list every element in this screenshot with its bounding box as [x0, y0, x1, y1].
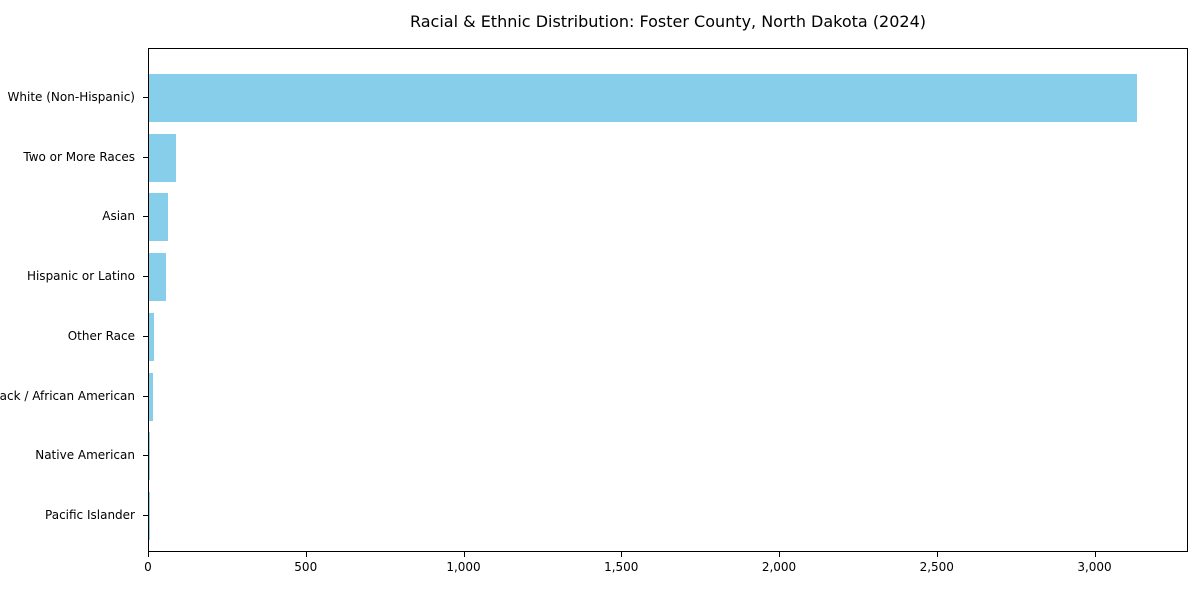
x-axis: 0 500 1,000 1,500 2,000 2,500 3,000	[144, 552, 1188, 582]
x-tick-mark	[936, 552, 938, 557]
y-tick-mark	[143, 455, 148, 457]
y-tick-mark	[143, 216, 148, 218]
x-tick-mark	[463, 552, 465, 557]
x-tick-label-2500: 2,500	[919, 560, 954, 574]
y-tick-label-asian: Asian	[102, 209, 135, 224]
bar-asian	[149, 193, 168, 242]
y-tick-mark	[143, 96, 148, 98]
x-tick-mark	[148, 552, 149, 557]
y-tick-mark	[143, 395, 148, 397]
x-tick-label-1500: 1,500	[604, 560, 639, 574]
y-tick-mark	[143, 335, 148, 337]
x-tick-label-500: 500	[294, 560, 318, 574]
x-tick-mark	[779, 552, 780, 557]
x-tick-label-2000: 2,000	[761, 560, 797, 574]
x-tick-mark	[621, 552, 623, 557]
x-tick-label-3000: 3,000	[1077, 560, 1112, 574]
bar-two-or-more-races	[149, 133, 176, 182]
y-tick-label-white-non-hispanic: White (Non-Hispanic)	[7, 89, 135, 104]
y-tick-label-black-african-american: Black / African American	[0, 388, 135, 403]
bar-white-non-hispanic	[149, 73, 1137, 122]
y-tick-mark	[143, 515, 148, 517]
y-tick-mark	[143, 276, 148, 278]
chart-title: Racial & Ethnic Distribution: Foster Cou…	[409, 12, 927, 31]
y-tick-label-hispanic-or-latino: Hispanic or Latino	[26, 269, 135, 284]
x-tick-mark	[305, 552, 307, 557]
x-tick-label-0: 0	[144, 560, 152, 574]
y-tick-mark	[143, 156, 148, 158]
bar-black-african-american	[149, 372, 153, 421]
y-tick-label-pacific-islander: Pacific Islander	[45, 508, 135, 523]
y-axis: White (Non-Hispanic) Two or More Races Asi…	[0, 48, 148, 552]
y-tick-label-other-race: Other Race	[67, 328, 135, 343]
bar-native-american	[149, 432, 151, 481]
plot-area	[148, 48, 1188, 552]
y-tick-label-native-american: Native American	[35, 448, 135, 463]
bar-hispanic-or-latino	[149, 253, 167, 302]
x-tick-label-1000: 1,000	[446, 560, 481, 574]
y-tick-label-two-or-more-races: Two or More Races	[23, 149, 135, 164]
x-tick-mark	[1094, 552, 1096, 557]
bar-other-race	[149, 312, 154, 361]
